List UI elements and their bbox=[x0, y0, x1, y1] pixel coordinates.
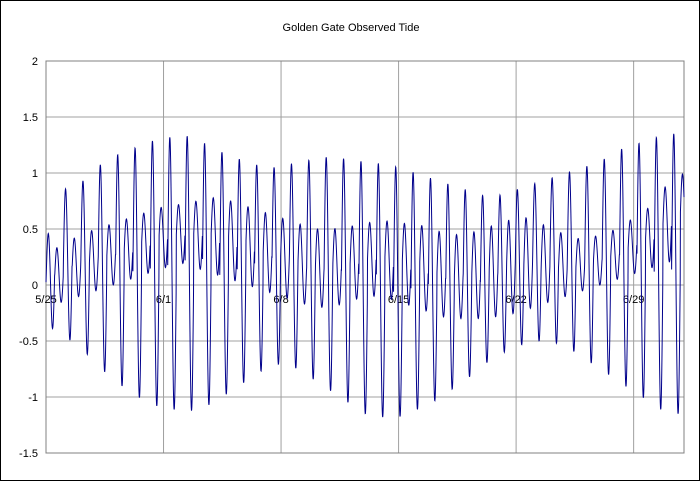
x-tick-label: 6/15 bbox=[388, 294, 409, 306]
plot-area bbox=[45, 60, 685, 454]
y-tick-label: 1.5 bbox=[23, 112, 38, 124]
y-axis: -1.5 -1 -0.5 0 0.5 1 1.5 2 bbox=[19, 56, 38, 460]
chart-title: Golden Gate Observed Tide bbox=[283, 22, 420, 34]
x-tick-label: 6/1 bbox=[156, 294, 171, 306]
y-tick-label: 2 bbox=[32, 56, 38, 68]
y-tick-label: -0.5 bbox=[19, 336, 38, 348]
y-tick-label: -1 bbox=[28, 392, 38, 404]
y-tick-label: 0 bbox=[32, 280, 38, 292]
y-tick-label: -1.5 bbox=[19, 448, 38, 460]
series-line-observed-tide bbox=[45, 133, 685, 418]
y-tick-label: 0.5 bbox=[23, 224, 38, 236]
gridlines bbox=[46, 60, 684, 454]
y-tick-label: 1 bbox=[32, 168, 38, 180]
x-tick-label: 6/22 bbox=[505, 294, 526, 306]
